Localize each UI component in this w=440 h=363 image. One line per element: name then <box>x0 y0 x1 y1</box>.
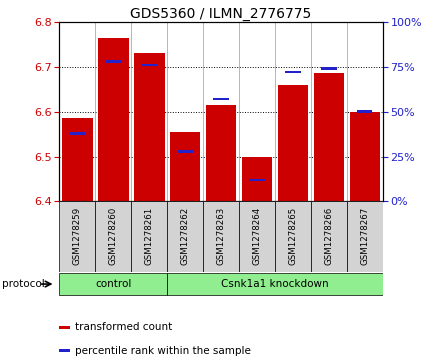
Bar <box>106 60 121 63</box>
Text: GSM1278267: GSM1278267 <box>360 207 369 265</box>
Bar <box>167 273 383 295</box>
Bar <box>349 112 380 201</box>
Bar <box>249 179 265 181</box>
Bar <box>311 201 347 272</box>
Bar <box>285 71 301 73</box>
Bar <box>134 53 165 201</box>
Text: GSM1278263: GSM1278263 <box>216 207 226 265</box>
Bar <box>357 110 373 113</box>
Bar <box>314 73 344 201</box>
Text: transformed count: transformed count <box>75 322 172 332</box>
Text: GSM1278262: GSM1278262 <box>181 207 190 265</box>
Bar <box>95 201 131 272</box>
Bar <box>142 64 157 66</box>
Bar <box>59 201 95 272</box>
Bar <box>177 150 193 152</box>
Bar <box>347 201 383 272</box>
Text: GSM1278265: GSM1278265 <box>289 207 297 265</box>
Text: GSM1278266: GSM1278266 <box>324 207 334 265</box>
Bar <box>278 85 308 201</box>
Text: Csnk1a1 knockdown: Csnk1a1 knockdown <box>221 278 329 289</box>
Bar <box>213 98 229 101</box>
Text: percentile rank within the sample: percentile rank within the sample <box>75 346 251 356</box>
Text: GSM1278264: GSM1278264 <box>253 207 261 265</box>
Bar <box>203 201 239 272</box>
Bar <box>239 201 275 272</box>
Bar <box>167 201 203 272</box>
Text: GSM1278260: GSM1278260 <box>109 207 118 265</box>
Bar <box>275 201 311 272</box>
Bar <box>59 273 167 295</box>
Bar <box>321 67 337 70</box>
Bar <box>206 105 236 201</box>
Text: GSM1278259: GSM1278259 <box>73 207 82 265</box>
Bar <box>59 350 70 352</box>
Bar <box>62 118 93 201</box>
Bar <box>98 37 128 201</box>
Bar <box>59 326 70 329</box>
Bar <box>242 156 272 201</box>
Text: protocol: protocol <box>2 279 45 289</box>
Title: GDS5360 / ILMN_2776775: GDS5360 / ILMN_2776775 <box>131 7 312 21</box>
Text: control: control <box>95 278 132 289</box>
Bar <box>70 132 85 135</box>
Bar <box>170 132 201 201</box>
Text: GSM1278261: GSM1278261 <box>145 207 154 265</box>
Bar <box>131 201 167 272</box>
